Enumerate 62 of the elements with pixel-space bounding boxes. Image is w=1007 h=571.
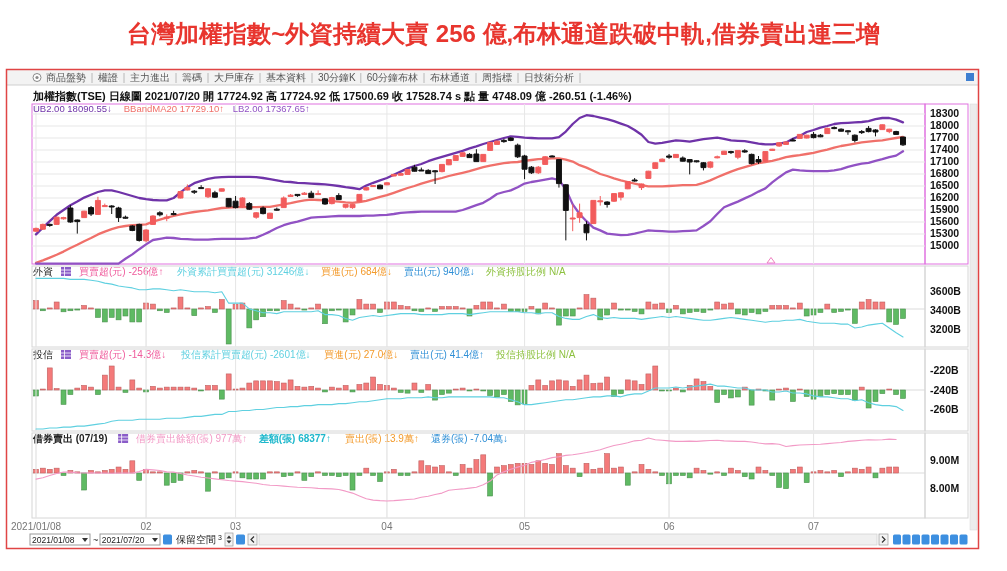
y-tick-label: 9.00M (930, 453, 960, 466)
text: LB2.00 17367.65↑ (232, 103, 310, 114)
y-tick-label: 18000 (930, 118, 960, 131)
text: 2021/01/08 ~ 2021/07/20 (32, 535, 145, 545)
y-tick-label: -240B (930, 383, 960, 396)
annotation: 賣出(元) 41.4億↑ (410, 349, 485, 360)
x-tick-label: 06 (663, 521, 676, 532)
y-tick-label: 3600B (930, 284, 962, 297)
text: 周指標 (482, 72, 512, 83)
text: 保留空間 (176, 534, 216, 545)
y-tick-label: 8.00M (930, 481, 960, 494)
y-tick-label: 15900 (930, 202, 960, 215)
annotation: 差額(張) 68377↑ (257, 433, 331, 444)
annotation: 買進(元) 684億↓ (321, 266, 393, 277)
text: 日技術分析 (524, 72, 574, 83)
chart-title: 外資 (33, 266, 53, 277)
y-tick-label: 15300 (930, 226, 960, 239)
annotation: 外資持股比例 N/A (486, 266, 566, 277)
x-tick-label: 2021/01/08 (10, 521, 62, 532)
y-tick-label: 18300 (930, 106, 960, 119)
chart-title: 借券賣出 (07/19) (32, 433, 108, 444)
text: 籌碼 (182, 72, 202, 83)
annotation: 賣出(張) 13.9萬↑ (345, 433, 419, 444)
y-tick-label: 3400B (930, 303, 962, 316)
text: BBandMA20 17729.10↑ (123, 103, 225, 114)
text: 借券賣出餘額(張) 977萬↑ (136, 433, 248, 444)
x-tick-label: 07 (807, 521, 820, 532)
chart-subtitle: 加權指數(TSE) 日線圖 2021/07/20 開 17724.92 高 17724.92 低 17500.69 收 17528.74 s 點 量 4748.09 億 -260.51 (-1.46%) (32, 90, 632, 102)
chart-title: 投信 (32, 349, 53, 360)
text: 主力進出 (130, 72, 170, 83)
chart-subtitle: 買賣超(元) -14.3億↓ (79, 349, 167, 360)
y-tick-label: -220B (930, 364, 960, 377)
series-label: 外資累計買賣超(元) 31246億↓ (177, 266, 310, 277)
y-tick-label: 16200 (930, 190, 960, 203)
x-tick-label: 05 (518, 521, 531, 532)
annotation: 買進(元) 27.0億↓ (324, 349, 399, 360)
text: 30分鐘K (318, 72, 357, 83)
text: 布林通道 (430, 72, 470, 83)
y-tick-label: 3200B (930, 322, 962, 335)
y-tick-label: 17400 (930, 142, 960, 155)
annotation: 賣出(元) 940億↓ (403, 266, 475, 277)
y-tick-label: 16500 (930, 178, 960, 191)
annotation: 投信持股比例 N/A (495, 349, 576, 360)
y-tick-label: 17100 (930, 154, 960, 167)
text: 權證 (98, 72, 118, 83)
text: 投信累計買賣超(元) -2601億↓ (179, 349, 311, 360)
y-tick-label: 15000 (930, 238, 960, 251)
text: 大戶庫存 (214, 72, 254, 83)
text: 60分鐘布林 (366, 72, 418, 83)
text: 商品盤勢 (46, 72, 86, 83)
x-tick-label: 03 (229, 521, 242, 532)
chart-title: 台灣加權指數~外資持續大賣 256 億,布林通道跌破中軌,借券賣出連三增 (127, 20, 880, 47)
annotation: 還券(張) -7.04萬↓ (430, 433, 509, 444)
x-tick-label: 02 (140, 521, 153, 532)
y-tick-label: 15600 (930, 214, 960, 227)
x-tick-label: 04 (381, 521, 393, 532)
chart-subtitle: 買賣超(元) -256億↑ (79, 266, 164, 277)
y-tick-label: -260B (930, 403, 960, 416)
text: UB2.00 18090.55↓ (33, 103, 112, 114)
y-tick-label: 17700 (930, 130, 960, 143)
text: 基本資料 (266, 72, 306, 83)
y-tick-label: 16800 (930, 166, 960, 179)
